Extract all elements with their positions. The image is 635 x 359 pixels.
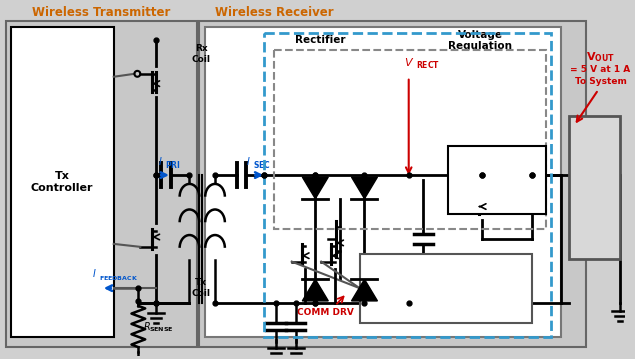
Bar	[205, 27, 561, 337]
Text: Tx
Coil: Tx Coil	[192, 279, 211, 298]
Polygon shape	[302, 279, 328, 301]
Text: $\mathit{I}$: $\mathit{I}$	[157, 155, 163, 167]
Text: $\mathbf{V}_{\mathbf{OUT}}$: $\mathbf{V}_{\mathbf{OUT}}$	[586, 50, 615, 64]
Text: Linear
Controller: Linear Controller	[469, 169, 525, 191]
Text: Voltage
Regulation: Voltage Regulation	[448, 29, 512, 51]
Polygon shape	[352, 279, 377, 301]
Bar	[199, 21, 585, 347]
Text: $\mathregular{RECT}$: $\mathregular{RECT}$	[415, 60, 439, 70]
Bar	[359, 254, 531, 322]
Text: Wireless Receiver: Wireless Receiver	[215, 6, 334, 19]
Text: $\mathit{I}$: $\mathit{I}$	[93, 267, 97, 279]
Bar	[569, 116, 620, 258]
Text: COMM DRV: COMM DRV	[297, 308, 354, 317]
Text: Rx Communication
and Control: Rx Communication and Control	[394, 278, 497, 299]
Bar	[264, 33, 551, 337]
Text: = 5 V at 1 A: = 5 V at 1 A	[570, 65, 631, 74]
Text: Tx
Controller: Tx Controller	[31, 171, 93, 193]
Polygon shape	[352, 177, 377, 199]
Text: $\mathit{I}$: $\mathit{I}$	[246, 155, 251, 167]
Text: $\mathregular{SEC}$: $\mathregular{SEC}$	[253, 159, 271, 170]
Bar	[448, 146, 546, 214]
Text: $\mathregular{FEEDBACK}$: $\mathregular{FEEDBACK}$	[99, 274, 138, 282]
Bar	[6, 21, 197, 347]
Polygon shape	[302, 177, 328, 199]
Text: To System: To System	[575, 77, 626, 86]
Text: Wireless Transmitter: Wireless Transmitter	[32, 6, 171, 19]
Text: $\mathregular{SENSE}$: $\mathregular{SENSE}$	[149, 326, 173, 334]
Text: $\mathit{V}$: $\mathit{V}$	[404, 56, 414, 68]
Bar	[274, 50, 546, 229]
Bar	[11, 27, 114, 337]
Text: Rectifier: Rectifier	[295, 36, 345, 45]
Text: $\mathit{R}$: $\mathit{R}$	[144, 321, 151, 332]
Text: Rx
Coil: Rx Coil	[192, 45, 211, 64]
Text: Portable
Device
(System
Load, up
to 5 W): Portable Device (System Load, up to 5 W)	[573, 162, 617, 213]
Text: $\mathregular{PRI}$: $\mathregular{PRI}$	[165, 159, 180, 170]
